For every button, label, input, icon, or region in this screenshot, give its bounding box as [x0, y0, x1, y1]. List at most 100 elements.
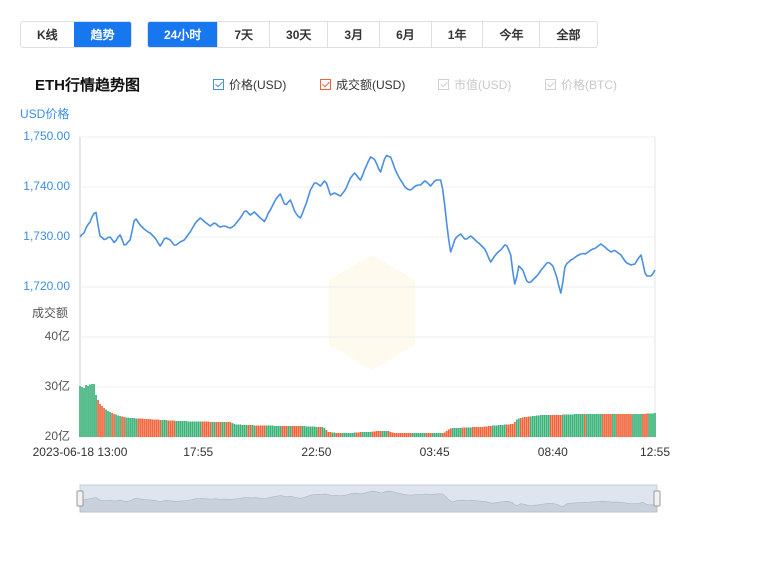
x-tick-label: 17:55	[183, 445, 213, 459]
volume-bar	[405, 433, 408, 437]
volume-bar	[249, 425, 252, 437]
volume-bar	[568, 414, 570, 437]
volume-bar	[89, 384, 91, 437]
volume-bar	[648, 413, 650, 437]
volume-bar	[425, 433, 428, 437]
volume-bar	[93, 384, 95, 437]
tab-button[interactable]: 3月	[327, 22, 379, 47]
volume-bar	[618, 414, 620, 437]
volume-bar	[337, 433, 340, 437]
y2-tick-label: 30亿	[45, 378, 70, 393]
volume-bar	[189, 421, 192, 437]
volume-bar	[606, 414, 608, 437]
volume-bar	[455, 428, 458, 437]
volume-bar	[489, 426, 492, 437]
volume-bar	[377, 431, 380, 437]
tab-button[interactable]: 1年	[430, 22, 483, 47]
volume-bar	[473, 427, 476, 437]
volume-bar	[535, 415, 538, 437]
volume-bar	[149, 419, 151, 437]
volume-bar	[145, 419, 147, 437]
volume-bar	[477, 427, 480, 437]
volume-bar	[515, 419, 518, 437]
volume-bar	[119, 416, 121, 437]
volume-bar	[652, 413, 654, 437]
volume-bar	[341, 433, 344, 437]
volume-bar	[511, 424, 514, 437]
volume-bar	[630, 414, 632, 437]
volume-bar	[327, 432, 330, 437]
legend-checkbox[interactable]	[438, 79, 449, 90]
volume-bar	[219, 422, 222, 437]
volume-bar	[251, 425, 254, 437]
volume-bar	[449, 428, 452, 437]
volume-bar	[381, 431, 384, 437]
legend-checkbox[interactable]	[213, 79, 224, 90]
volume-bar	[559, 415, 562, 437]
volume-bar	[563, 414, 566, 437]
volume-bar	[553, 415, 556, 437]
volume-bar	[109, 412, 111, 437]
volume-bar	[588, 414, 590, 437]
volume-bar	[269, 425, 272, 437]
volume-bar	[177, 421, 180, 437]
volume-bar	[169, 420, 172, 437]
volume-bar	[329, 432, 332, 437]
tab-button[interactable]: 6月	[379, 22, 431, 47]
volume-bar	[614, 414, 616, 437]
volume-bar	[433, 433, 436, 437]
volume-bar	[91, 384, 93, 437]
volume-bar	[301, 426, 304, 437]
volume-bar	[592, 414, 594, 437]
tab-button[interactable]: K线	[37, 28, 58, 42]
volume-bar	[445, 431, 448, 437]
volume-bar	[513, 422, 516, 437]
volume-bar	[531, 416, 534, 437]
volume-bar	[265, 425, 268, 437]
legend-checkbox[interactable]	[320, 79, 331, 90]
navigator-handle[interactable]	[76, 490, 84, 507]
navigator-handle[interactable]	[653, 490, 661, 507]
volume-bar	[616, 414, 618, 437]
tab-button[interactable]: 全部	[539, 22, 596, 47]
volume-bar	[205, 421, 208, 437]
tab-button[interactable]: 今年	[482, 22, 539, 47]
volume-bar	[117, 415, 119, 437]
volume-bar	[395, 433, 398, 437]
legend-label: 成交额(USD)	[336, 78, 406, 92]
volume-bar	[493, 425, 496, 437]
volume-bar	[459, 428, 462, 437]
volume-bar	[586, 414, 588, 437]
volume-bar	[385, 431, 388, 437]
volume-bar	[437, 433, 440, 437]
volume-bar	[596, 414, 598, 437]
legend-item[interactable]: 价格(BTC)	[545, 76, 617, 93]
volume-bar	[111, 413, 113, 437]
volume-bar	[646, 413, 648, 437]
volume-bar	[499, 425, 502, 437]
tab-button[interactable]: 7天	[217, 22, 269, 47]
tab-button[interactable]: 趋势	[73, 22, 131, 47]
volume-bar	[213, 422, 216, 437]
y-tick-label: 1,720.00	[23, 279, 70, 293]
volume-bar	[467, 427, 470, 437]
volume-bar	[501, 425, 504, 437]
volume-bar	[261, 425, 264, 437]
legend-item[interactable]: 市值(USD)	[438, 76, 511, 93]
volume-bar	[355, 432, 358, 437]
volume-bar	[547, 415, 550, 437]
volume-bar	[415, 433, 418, 437]
volume-bar	[393, 433, 396, 437]
volume-bar	[133, 418, 135, 437]
volume-bar	[435, 433, 438, 437]
legend-item[interactable]: 成交额(USD)	[320, 76, 405, 93]
legend-checkbox[interactable]	[545, 79, 556, 90]
volume-bar	[257, 425, 260, 437]
volume-bar	[461, 427, 464, 437]
tab-button[interactable]: 24小时	[148, 22, 218, 47]
volume-bar	[409, 433, 412, 437]
tab-button[interactable]: 30天	[269, 22, 327, 47]
volume-bar	[555, 415, 558, 437]
volume-bar	[239, 424, 242, 437]
legend-item[interactable]: 价格(USD)	[213, 76, 286, 93]
